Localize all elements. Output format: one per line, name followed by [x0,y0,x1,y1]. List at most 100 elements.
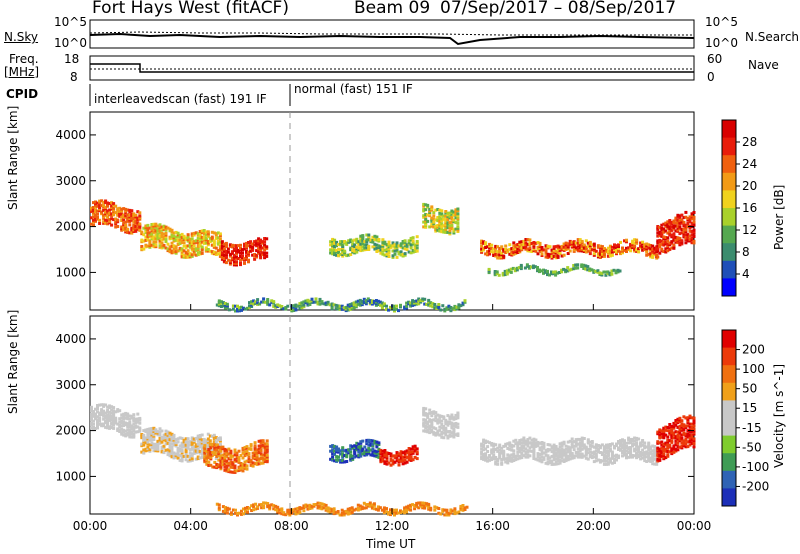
vel-cell [684,434,688,438]
power-cell [430,208,434,212]
vel-cell [538,456,542,460]
power-cell [686,223,690,227]
power-cell [651,244,655,248]
power-cell [292,304,296,308]
vel-cell [180,459,184,463]
power-cell [98,204,102,208]
power-cell [405,306,409,310]
vel-cell [347,449,351,453]
vel-cell [265,442,269,446]
power-cell [335,244,339,248]
power-cell [134,218,138,222]
power-cell [188,244,192,248]
power-cell [598,244,602,248]
vel-cell [261,445,265,449]
vel-cell [436,420,440,423]
colorbar-segment [722,243,736,262]
power-cell [582,246,586,250]
power-cell [354,303,358,307]
power-cell [424,219,428,223]
power-cell [148,233,152,236]
power-cell [302,303,306,307]
vel-cell [670,429,674,433]
vel-cell [239,462,243,465]
vel-cell [430,420,434,424]
power-cell [395,241,399,245]
vel-cell [188,456,192,460]
power-cell [518,250,522,254]
vel-cell [330,509,334,513]
vel-cell [312,503,316,507]
power-cell [426,219,430,223]
vel-cell [444,430,448,434]
power-cell [618,269,622,273]
vel-cell [150,444,154,448]
vel-cell [302,506,306,509]
vel-cell [621,438,624,442]
power-cell [554,245,558,249]
vel-cell [231,508,235,512]
power-cell [130,215,134,219]
power-cell [520,243,524,247]
nsearch-label: N.Search [745,30,800,44]
vel-cell [437,507,441,510]
power-cell [566,266,570,270]
power-cell [224,249,228,253]
vel-cell [218,452,222,456]
power-cell [223,306,227,310]
vel-cell [425,502,429,506]
vel-cell [382,509,386,513]
power-cell [346,308,350,312]
power-cell [198,252,202,256]
power-cell [328,303,332,307]
vel-cell [465,505,469,509]
vel-cell [568,447,572,451]
vel-cell [440,435,444,439]
vel-cell [252,503,256,507]
vel-cell [331,458,335,462]
vel-cell [576,455,580,459]
power-cell [556,244,560,248]
vel-cell [600,459,604,463]
power-cell [560,246,564,250]
power-cell [330,307,334,311]
power-cell [444,224,448,228]
power-cell [421,299,425,303]
power-cell [457,306,461,310]
vel-cell [355,448,359,452]
colorbar-segment [722,347,736,366]
vel-cell [128,414,132,418]
power-cell [120,225,124,229]
power-cell [504,244,508,248]
vel-cell [100,403,104,407]
vel-cell [280,507,284,511]
power-cell [92,206,95,209]
vel-cell [217,508,221,512]
power-cell [224,251,228,255]
vel-cell [112,426,116,430]
power-cell [552,255,556,258]
power-cell [596,244,600,248]
power-cell [488,246,492,250]
power-cell [518,240,522,244]
vel-cell [164,448,168,452]
vel-cell [600,453,604,456]
vel-cell [122,430,126,434]
power-cell [134,213,138,217]
vel-cell [237,457,241,461]
vel-cell [382,508,386,511]
power-cell [146,233,150,237]
power-cell [387,243,391,247]
vel-cell [617,454,620,458]
vel-cell [168,452,172,456]
power-cell [379,245,383,249]
vel-cell [90,426,93,430]
power-cell [108,211,112,215]
power-cell [106,222,110,226]
power-cell [619,240,622,244]
power-cell [602,247,606,250]
power-cell [290,309,294,313]
power-cell [170,233,174,237]
power-cell [158,244,162,248]
power-cell [247,258,250,262]
